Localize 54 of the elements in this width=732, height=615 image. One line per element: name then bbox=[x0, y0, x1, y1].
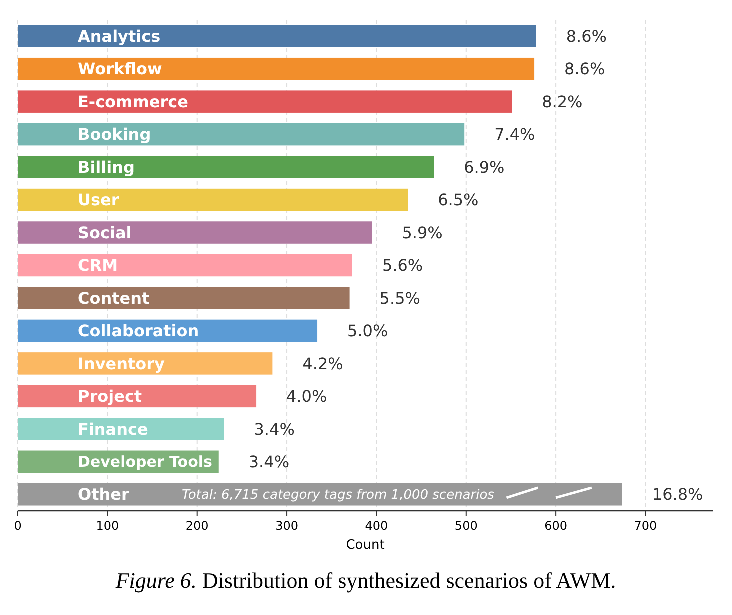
y-tick-label: Inventory bbox=[78, 354, 166, 374]
annotation: 6.9% bbox=[464, 158, 505, 177]
annotation: 6.5% bbox=[438, 190, 479, 210]
x-tick-label: 400 bbox=[365, 519, 388, 533]
bar bbox=[18, 90, 512, 113]
annotation: 3.4% bbox=[254, 420, 295, 439]
y-tick-label: Project bbox=[78, 387, 142, 406]
bar bbox=[18, 484, 622, 506]
bar bbox=[18, 254, 352, 277]
bar bbox=[18, 385, 257, 408]
annotation: 4.0% bbox=[286, 387, 328, 406]
bar bbox=[18, 287, 350, 310]
bar bbox=[18, 123, 465, 146]
y-tick-label: Other bbox=[78, 485, 130, 504]
x-axis-title: Count bbox=[346, 538, 385, 553]
annotation: 8.6% bbox=[566, 26, 607, 46]
annotation: 8.2% bbox=[542, 92, 583, 112]
x-tick-label: 500 bbox=[454, 519, 478, 533]
annotation: 7.4% bbox=[494, 125, 536, 144]
bar bbox=[18, 352, 273, 375]
y-tick-label: Finance bbox=[78, 420, 148, 439]
y-tick-label: E-commerce bbox=[78, 92, 189, 112]
x-tick-label: 700 bbox=[634, 519, 658, 533]
annotation: Total: 6,715 category tags from 1,000 scenarios bbox=[182, 488, 495, 504]
y-tick-label: User bbox=[78, 190, 120, 210]
y-tick-label: Collaboration bbox=[78, 322, 200, 341]
x-tick-label: 300 bbox=[276, 519, 298, 533]
annotation: 16.8% bbox=[652, 485, 704, 504]
annotation: 4.2% bbox=[302, 354, 344, 374]
x-tick-label: 0 bbox=[14, 519, 22, 533]
annotation: 3.4% bbox=[248, 452, 290, 472]
bar bbox=[18, 188, 408, 212]
y-tick-label: Analytics bbox=[78, 26, 161, 46]
x-tick-label: 200 bbox=[186, 519, 209, 533]
caption: Figure 6. Distribution of synthesized scenarios of AWM. bbox=[114, 568, 616, 593]
x-tick-label: 100 bbox=[96, 519, 120, 533]
y-tick-label: Billing bbox=[78, 158, 135, 177]
y-tick-label: Content bbox=[78, 288, 150, 308]
y-tick-label: Booking bbox=[78, 125, 152, 144]
x-tick-label: 600 bbox=[544, 519, 568, 533]
bar bbox=[18, 58, 535, 80]
y-tick-label: Social bbox=[78, 223, 132, 242]
annotation: 5.0% bbox=[348, 322, 388, 341]
annotation: 5.9% bbox=[402, 223, 443, 242]
bar bbox=[18, 156, 434, 178]
annotation: 5.6% bbox=[382, 256, 424, 276]
annotation: 8.6% bbox=[564, 60, 606, 79]
bar bbox=[18, 418, 224, 440]
bar bbox=[18, 25, 536, 48]
bar bbox=[18, 222, 372, 244]
y-tick-label: Developer Tools bbox=[78, 453, 213, 472]
y-tick-label: CRM bbox=[78, 256, 118, 276]
y-tick-label: Workflow bbox=[78, 60, 162, 79]
annotation: 5.5% bbox=[380, 288, 420, 308]
